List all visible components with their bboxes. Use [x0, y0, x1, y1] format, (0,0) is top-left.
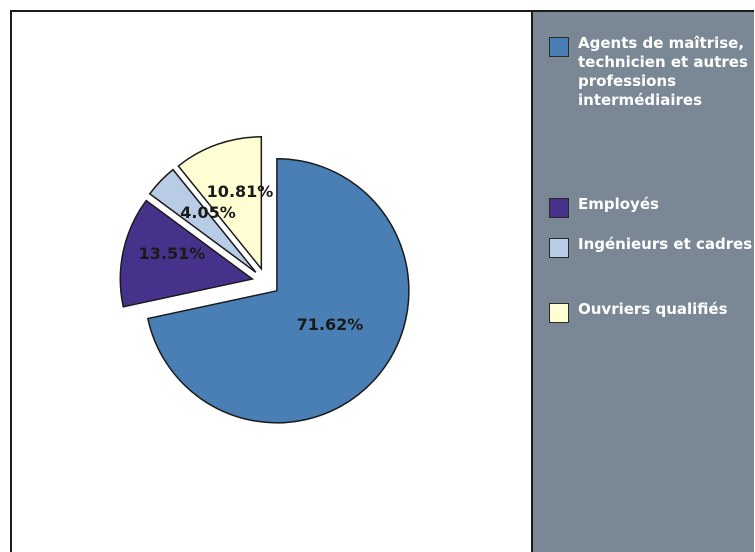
legend-swatch-agents — [549, 37, 569, 57]
legend: Agents de maîtrise, technicien et autres… — [533, 12, 754, 552]
plot-area: 71.62% 13.51% 4.05% 10.81% — [12, 12, 533, 552]
legend-label-ouvriers: Ouvriers qualifiés — [578, 300, 728, 318]
pie-slice-ingenieurs — [148, 168, 257, 273]
legend-swatch-ouvriers — [549, 303, 569, 323]
legend-label-employes: Employés — [578, 195, 659, 213]
pie-slices — [119, 136, 410, 424]
legend-item-agents: Agents de maîtrise, technicien et autres… — [549, 34, 753, 110]
legend-label-ingenieurs: Ingénieurs et cadres — [578, 235, 753, 253]
legend-item-employes: Employés — [549, 195, 753, 218]
chart-frame: 71.62% 13.51% 4.05% 10.81% Agents de maîtri… — [10, 10, 754, 552]
slice-label-ouvriers: 10.81% — [207, 182, 274, 201]
legend-item-ouvriers: Ouvriers qualifiés — [549, 300, 753, 323]
legend-label-agents: Agents de maîtrise, technicien et autres… — [578, 34, 748, 109]
pie-labels: 71.62% 13.51% 4.05% 10.81% — [139, 182, 364, 334]
pie-chart: 71.62% 13.51% 4.05% 10.81% — [119, 136, 410, 424]
pie-slice-agents — [146, 158, 410, 424]
slice-label-ingenieurs: 4.05% — [180, 203, 236, 222]
pie-slice-employes — [119, 199, 255, 308]
legend-item-ingenieurs: Ingénieurs et cadres — [549, 235, 753, 258]
slice-label-agents: 71.62% — [297, 315, 364, 334]
slice-label-employes: 13.51% — [139, 244, 206, 263]
pie-slice-ouvriers — [177, 136, 263, 271]
legend-swatch-employes — [549, 198, 569, 218]
legend-swatch-ingenieurs — [549, 238, 569, 258]
